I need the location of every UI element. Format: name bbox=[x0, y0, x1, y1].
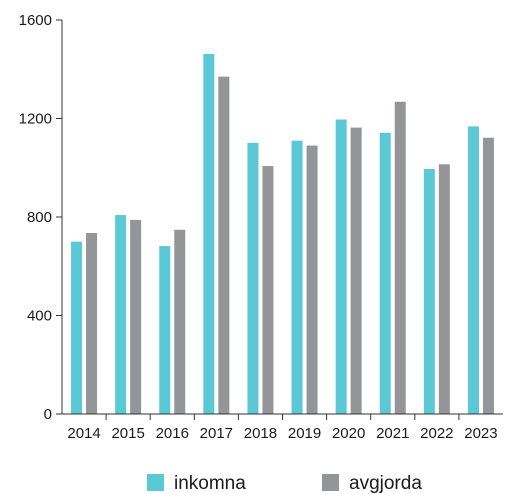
x-tick-label: 2019 bbox=[288, 425, 321, 442]
y-tick-label: 800 bbox=[27, 209, 52, 226]
bar-avgjorda-2021 bbox=[394, 101, 406, 414]
bar-avgjorda-2023 bbox=[482, 137, 494, 414]
bar-avgjorda-2019 bbox=[306, 145, 318, 414]
x-axis-ticks: 2014 2015 2016 2017 2018 2019 2020 2021 2022 2023 bbox=[67, 414, 498, 442]
x-tick-label: 2016 bbox=[156, 425, 189, 442]
bar-avgjorda-2016 bbox=[174, 229, 186, 414]
bar-inkomna-2020 bbox=[335, 119, 347, 415]
bar-inkomna-2018 bbox=[247, 142, 259, 414]
x-tick-label: 2018 bbox=[244, 425, 277, 442]
x-tick-label: 2015 bbox=[111, 425, 144, 442]
legend-swatch-avgjorda bbox=[322, 474, 339, 491]
y-tick-label: 1200 bbox=[19, 111, 52, 128]
y-tick-label: 400 bbox=[27, 308, 52, 325]
bar-inkomna-2019 bbox=[291, 140, 303, 414]
bar-inkomna-2016 bbox=[159, 246, 171, 414]
legend-swatch-inkomna bbox=[147, 474, 164, 491]
bar-avgjorda-2020 bbox=[350, 127, 362, 414]
x-tick-label: 2020 bbox=[332, 425, 365, 442]
x-tick-label: 2022 bbox=[420, 425, 453, 442]
x-tick-label: 2017 bbox=[200, 425, 233, 442]
bar-inkomna-2021 bbox=[379, 132, 391, 414]
y-tick-label: 0 bbox=[44, 406, 52, 423]
y-axis-ticks: 0 400 800 1200 1600 bbox=[19, 12, 62, 423]
bar-avgjorda-2015 bbox=[130, 219, 142, 414]
bar-inkomna-2014 bbox=[71, 241, 83, 414]
bar-inkomna-2022 bbox=[423, 168, 435, 414]
legend: inkomna avgjorda bbox=[147, 473, 422, 494]
bar-avgjorda-2014 bbox=[86, 233, 98, 414]
bar-avgjorda-2022 bbox=[438, 164, 450, 414]
bar-inkomna-2015 bbox=[115, 215, 127, 414]
bar-inkomna-2017 bbox=[203, 53, 215, 415]
legend-label-inkomna: inkomna bbox=[174, 473, 246, 494]
bar-avgjorda-2018 bbox=[262, 166, 274, 414]
x-tick-label: 2021 bbox=[376, 425, 409, 442]
x-tick-label: 2014 bbox=[67, 425, 100, 442]
bar-inkomna-2023 bbox=[467, 126, 479, 414]
bars-group bbox=[71, 53, 494, 415]
legend-label-avgjorda: avgjorda bbox=[349, 473, 422, 494]
x-tick-label: 2023 bbox=[464, 425, 497, 442]
y-tick-label: 1600 bbox=[19, 12, 52, 29]
bar-avgjorda-2017 bbox=[218, 76, 230, 414]
